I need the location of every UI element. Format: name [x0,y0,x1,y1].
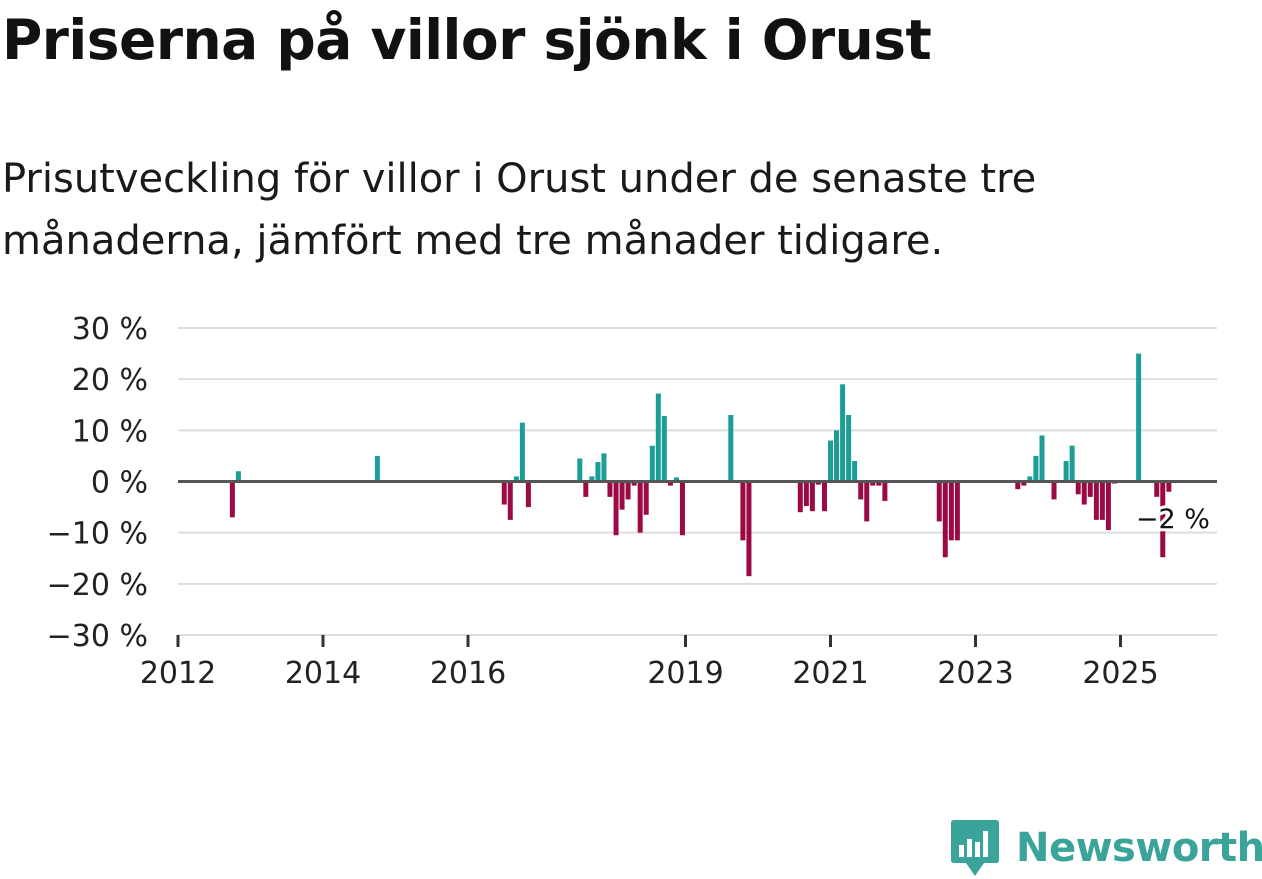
x-tick-label: 2014 [285,656,361,691]
bar [1093,481,1099,520]
bar [1027,476,1033,482]
bar [619,481,625,510]
y-tick-label: 20 % [72,363,148,398]
y-tick-label: −10 % [47,517,148,552]
bar [637,481,643,533]
x-tick-label: 2016 [430,656,506,691]
bar [852,461,858,482]
bar [589,476,595,482]
bars [229,353,1172,577]
bar [501,481,507,505]
bar [1166,481,1172,492]
bar [821,481,827,512]
bar [797,481,803,513]
y-tick-label: −20 % [47,568,148,603]
bar [870,481,876,486]
bar [1075,481,1081,495]
bar [1033,455,1039,482]
bar [1069,445,1075,482]
x-tick-label: 2023 [937,656,1013,691]
bar [1063,461,1069,482]
bar [1039,435,1045,482]
bar [595,462,601,482]
x-tick-label: 2019 [647,656,723,691]
bar [858,481,864,500]
bar [655,393,661,482]
chart-title: Priserna på villor sjönk i Orust [2,8,932,72]
bar [1160,481,1166,558]
bar [948,481,954,541]
bar [583,481,589,497]
bar [954,481,960,541]
bar [1051,481,1057,500]
brand-name: Newsworthy [1016,825,1262,871]
bar [625,481,631,500]
bar [507,481,513,520]
x-tick-label: 2012 [140,656,216,691]
bar [882,481,888,501]
bar [834,430,840,482]
x-tick-label: 2025 [1082,656,1158,691]
bar [864,481,870,522]
bar [679,481,685,536]
bar [942,481,948,558]
bar-chart: 30 %20 %10 %0 %−10 %−20 %−30 % 2012 2014 2… [47,312,1217,691]
y-tick-label: 30 % [72,312,148,347]
bar [513,476,519,482]
bar [840,384,846,482]
newsworthy-logo-icon [951,820,999,876]
y-tick-label: 10 % [72,414,148,449]
bar [746,481,752,577]
x-tick-label: 2021 [792,656,868,691]
bar [1154,481,1160,497]
bar [631,481,637,486]
bar [229,481,235,518]
last-value-label: −2 % [1136,504,1210,535]
annotations: −2 % [1133,501,1213,538]
bar [815,481,821,485]
bar [728,414,734,482]
bar [1105,481,1111,531]
bar [1021,481,1027,486]
bar [876,481,882,486]
bar [1087,481,1093,497]
bar [519,422,525,482]
bar [1099,481,1105,520]
bar [936,481,942,522]
bar [643,481,649,515]
bar [235,471,241,482]
chart-subtitle: Prisutveckling för villor i Orust under … [2,156,1037,264]
bar [1015,481,1021,490]
bar [607,481,613,497]
y-tick-label: 0 % [91,466,148,501]
bar [601,453,607,482]
newsworthy-brand: Newsworthy [950,818,1262,878]
x-axis: 2012 2014 2016 2019 2021 2023 2025 [140,634,1217,691]
bar [1081,481,1087,505]
bar [525,481,531,508]
bar [667,481,673,486]
bar [649,445,655,482]
bar [613,481,619,536]
bar [661,416,667,482]
y-tick-label: −30 % [47,619,148,654]
bar [577,458,583,482]
bar [803,481,809,507]
bar [809,481,815,512]
bar [374,455,380,482]
bar [1136,353,1142,482]
bar [828,440,833,482]
bar [673,477,679,482]
bar [846,414,852,482]
bar [740,481,746,541]
y-axis: 30 % 20 % 10 % 0 % −10 % −20 % −30 % [47,312,148,654]
